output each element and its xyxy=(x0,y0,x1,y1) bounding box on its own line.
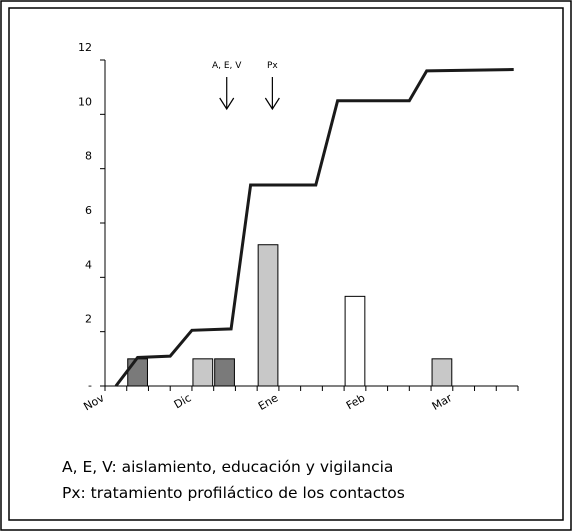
y-tick-label: - xyxy=(88,379,92,392)
bar xyxy=(257,244,279,387)
notes: A, E, V: aislamiento, educación y vigila… xyxy=(62,458,405,502)
bar xyxy=(431,358,453,387)
plot-area: - 2 4 6 8 10 12 Nov Dic Ene Feb Mar A, E, V Px xyxy=(78,41,519,413)
arrow-head-icon xyxy=(264,97,280,111)
y-tick-label: 4 xyxy=(85,258,92,271)
note-px: Px: tratamiento profiláctico de los cont… xyxy=(62,484,405,502)
x-tick-label: Ene xyxy=(256,391,281,413)
y-tick-label: 8 xyxy=(85,150,92,163)
x-tick-label: Nov xyxy=(81,391,107,413)
note-aev: A, E, V: aislamiento, educación y vigila… xyxy=(62,458,393,476)
annotation-label: A, E, V xyxy=(212,61,242,71)
x-tick-label: Feb xyxy=(344,391,367,412)
y-tick-label: 6 xyxy=(85,204,92,217)
bar xyxy=(127,358,148,387)
frame-inner xyxy=(8,7,564,521)
cumulative-line xyxy=(114,68,514,387)
arrow-head-icon xyxy=(219,97,235,111)
x-tick-label: Dic xyxy=(172,391,194,411)
y-tick-label: 2 xyxy=(85,313,92,326)
y-tick-label: 10 xyxy=(78,95,92,108)
bar xyxy=(344,295,366,387)
bar xyxy=(192,358,214,387)
y-tick-label: 12 xyxy=(78,41,92,54)
x-tick-label: Mar xyxy=(430,391,455,413)
annotation-label: Px xyxy=(267,61,278,71)
bar xyxy=(214,358,235,387)
